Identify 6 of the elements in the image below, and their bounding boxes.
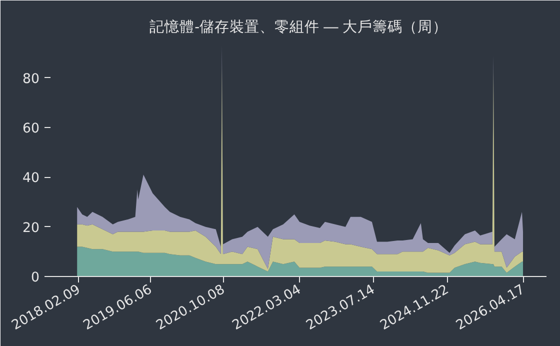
- y-tick-label: 20: [22, 220, 40, 236]
- y-tick-label: 80: [22, 72, 40, 87]
- y-tick-label: 0: [31, 270, 40, 286]
- y-tick-label: 60: [22, 121, 40, 136]
- y-tick-label: 40: [22, 171, 40, 186]
- chart-title: 記憶體-儲存裝置、零組件 — 大戶籌碼（周）: [150, 18, 448, 36]
